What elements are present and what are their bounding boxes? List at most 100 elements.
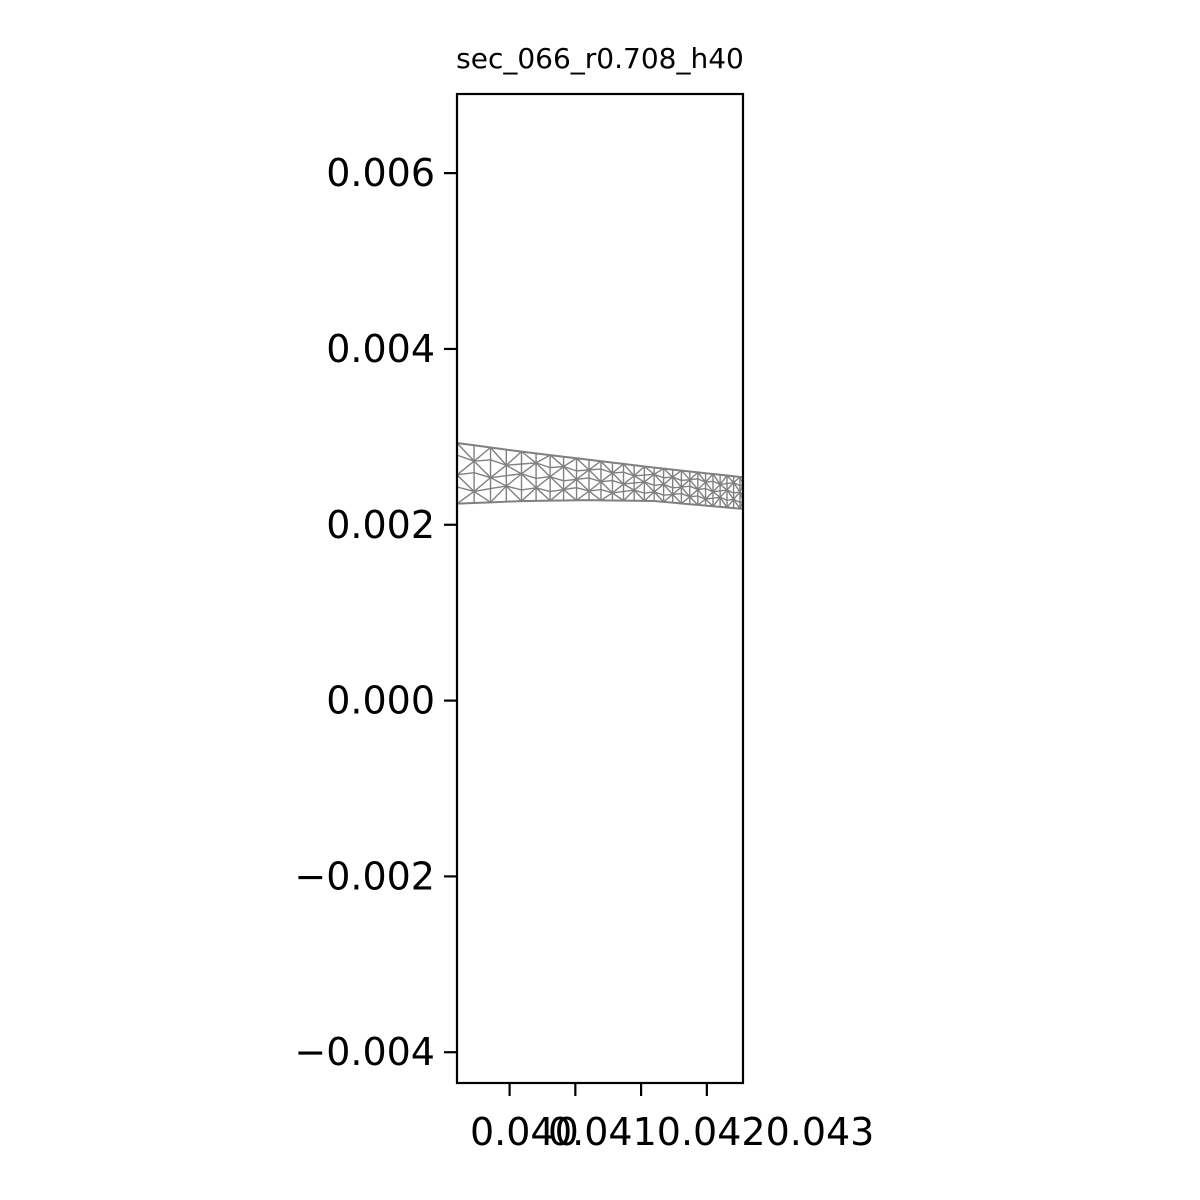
mesh-edge xyxy=(705,497,714,500)
mesh-edge xyxy=(663,468,674,478)
mesh-edge xyxy=(576,469,590,472)
mesh-edge xyxy=(549,476,565,491)
mesh-edge xyxy=(733,491,741,500)
mesh-edge xyxy=(726,498,734,502)
mesh-edge xyxy=(456,486,475,493)
mesh-edge xyxy=(612,490,624,494)
mesh-layer xyxy=(456,442,744,510)
mesh-edge xyxy=(506,463,522,466)
y-tick-label: 0.006 xyxy=(326,151,435,195)
mesh-edge xyxy=(680,479,691,488)
mesh-edge xyxy=(689,488,699,498)
mesh-edge xyxy=(705,491,714,500)
mesh-edge xyxy=(681,492,691,498)
mesh-edge xyxy=(663,476,674,485)
mesh-edge xyxy=(612,471,624,474)
mesh-edge xyxy=(719,496,728,508)
mesh-edge xyxy=(473,490,491,503)
mesh-edge xyxy=(681,478,690,482)
mesh-edge xyxy=(588,468,602,471)
mesh-edge xyxy=(697,498,706,506)
mesh-edge xyxy=(563,457,577,468)
mesh-edge xyxy=(536,476,551,480)
mesh-edge xyxy=(473,477,491,492)
mesh-edge xyxy=(653,468,664,475)
mesh-edge xyxy=(456,474,475,492)
mesh-edge xyxy=(705,480,714,483)
mesh-edge xyxy=(672,486,682,489)
mesh-edge xyxy=(643,465,655,475)
mesh-edge xyxy=(588,488,602,492)
y-tick-label: 0.004 xyxy=(326,327,435,371)
mesh-edge xyxy=(576,457,590,471)
mesh-edge xyxy=(535,487,551,493)
mesh-edge xyxy=(576,478,590,492)
mesh-edge xyxy=(633,489,645,502)
mesh-edge xyxy=(697,487,706,491)
mesh-edge xyxy=(490,477,507,487)
mesh-edge xyxy=(600,481,613,494)
y-tick-label: 0.000 xyxy=(326,679,435,723)
mesh-edge xyxy=(663,493,674,503)
mesh-edge xyxy=(588,469,602,483)
mesh-edge xyxy=(505,485,522,502)
mesh-edge xyxy=(600,468,613,474)
mesh-edge xyxy=(726,475,735,484)
y-tick-label: −0.002 xyxy=(294,854,435,898)
mesh-edge xyxy=(490,464,507,479)
mesh-edge xyxy=(633,489,645,494)
mesh-edge xyxy=(473,487,491,493)
mesh-edge xyxy=(663,483,674,495)
mesh-edge xyxy=(733,498,741,510)
mesh-edge xyxy=(588,481,602,492)
mesh-edge xyxy=(612,492,624,502)
mesh-edge xyxy=(689,479,699,490)
mesh-edge xyxy=(643,491,655,502)
mesh-edge xyxy=(456,460,475,476)
mesh-edge xyxy=(535,462,551,478)
mesh-edge xyxy=(600,488,613,494)
mesh-boundary xyxy=(456,499,744,510)
mesh-edge xyxy=(600,472,613,483)
mesh-edge xyxy=(505,451,522,466)
mesh-edge xyxy=(549,489,565,502)
mesh-edge xyxy=(535,454,551,464)
mesh-edge xyxy=(644,473,655,476)
mesh-edge xyxy=(719,483,728,491)
mesh-edge xyxy=(689,495,698,498)
mesh-edge xyxy=(505,464,522,475)
mesh-edge xyxy=(733,482,741,493)
mesh-edge xyxy=(612,463,624,474)
mesh-edge xyxy=(473,472,491,479)
x-tick-label-overlap: 0.0410.0420.043 xyxy=(548,1110,874,1154)
mesh-edge xyxy=(563,478,577,482)
mesh-edge xyxy=(705,498,714,507)
mesh-edge xyxy=(680,470,691,481)
mesh-edge xyxy=(588,490,602,501)
mesh-edge xyxy=(456,490,475,505)
mesh-edge xyxy=(726,482,735,491)
mesh-edge xyxy=(623,489,635,493)
mesh-edge xyxy=(576,487,590,492)
mesh-edge xyxy=(576,490,590,501)
mesh-edge xyxy=(644,481,655,486)
mesh-edge xyxy=(633,475,645,483)
mesh-edge xyxy=(719,475,728,485)
mesh-edge xyxy=(634,481,645,484)
mesh-edge xyxy=(490,459,507,466)
mesh-boundary xyxy=(456,442,744,479)
mesh-edge xyxy=(521,487,537,502)
mesh-edge xyxy=(456,471,475,476)
mesh-edge xyxy=(697,489,707,500)
mesh-edge xyxy=(535,487,551,502)
mesh-edge xyxy=(623,475,635,485)
mesh-edge xyxy=(588,477,602,483)
mesh-edge xyxy=(506,485,522,491)
y-tick-label: −0.004 xyxy=(294,1030,435,1074)
mesh-edge xyxy=(672,486,682,495)
mesh-edge xyxy=(654,483,664,486)
mesh-edge xyxy=(474,459,491,462)
mesh-edge xyxy=(521,487,537,491)
mesh-edge xyxy=(623,483,635,491)
mesh-edge xyxy=(672,493,682,504)
